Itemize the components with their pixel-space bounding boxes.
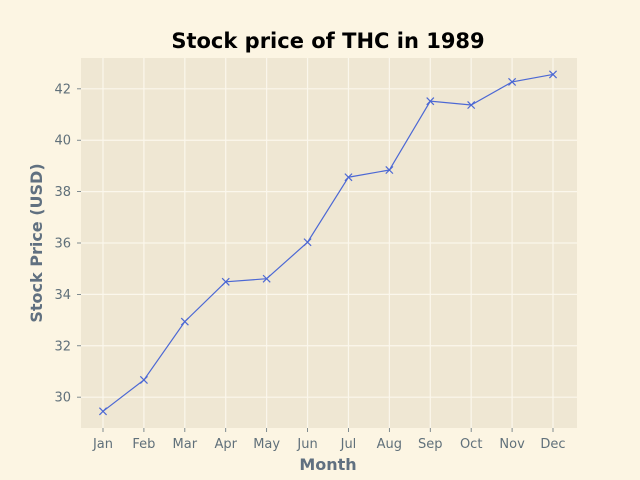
x-axis-ticks: Jan Feb Mar Apr May Jun Jul Aug Sep Oct Nov Dec xyxy=(92,428,566,452)
data-point-marker xyxy=(467,100,476,110)
x-tick-label: Jul xyxy=(340,437,357,452)
data-point-marker xyxy=(303,238,312,247)
x-tick-label: Aug xyxy=(377,437,402,452)
x-tick-label: Dec xyxy=(540,437,565,452)
y-axis-label: Stock Price (USD) xyxy=(27,163,46,322)
x-tick-label: Nov xyxy=(499,437,525,452)
y-tick-label: 30 xyxy=(54,391,71,406)
data-point-marker xyxy=(221,277,230,286)
y-tick-label: 34 xyxy=(54,288,71,303)
x-axis-label: Month xyxy=(299,455,356,474)
series-line xyxy=(102,73,554,412)
grid xyxy=(81,58,577,428)
x-tick-label: May xyxy=(253,437,280,452)
data-point-marker xyxy=(385,166,394,175)
chart-title: Stock price of THC in 1989 xyxy=(171,29,484,53)
data-point-marker xyxy=(139,375,148,384)
series-layer xyxy=(98,70,558,416)
data-point-marker xyxy=(262,274,271,283)
data-point-marker xyxy=(426,97,435,106)
y-tick-label: 40 xyxy=(54,134,71,149)
x-tick-label: Mar xyxy=(173,437,198,452)
y-tick-label: 38 xyxy=(54,185,71,200)
x-tick-label: Sep xyxy=(418,437,443,452)
data-point-marker xyxy=(344,173,353,182)
x-tick-label: Jun xyxy=(296,437,317,452)
y-tick-label: 32 xyxy=(54,339,71,354)
y-tick-label: 36 xyxy=(54,237,71,252)
data-point-marker xyxy=(508,77,517,86)
x-tick-label: Oct xyxy=(460,437,482,452)
x-tick-label: Jan xyxy=(92,437,113,452)
y-axis-ticks: 30 32 34 36 38 40 42 xyxy=(54,82,81,406)
y-tick-label: 42 xyxy=(54,82,71,97)
data-point-marker xyxy=(180,317,189,326)
data-point-marker xyxy=(548,70,558,79)
data-point-marker xyxy=(98,407,108,416)
x-tick-label: Feb xyxy=(132,437,155,452)
x-tick-label: Apr xyxy=(214,437,237,452)
